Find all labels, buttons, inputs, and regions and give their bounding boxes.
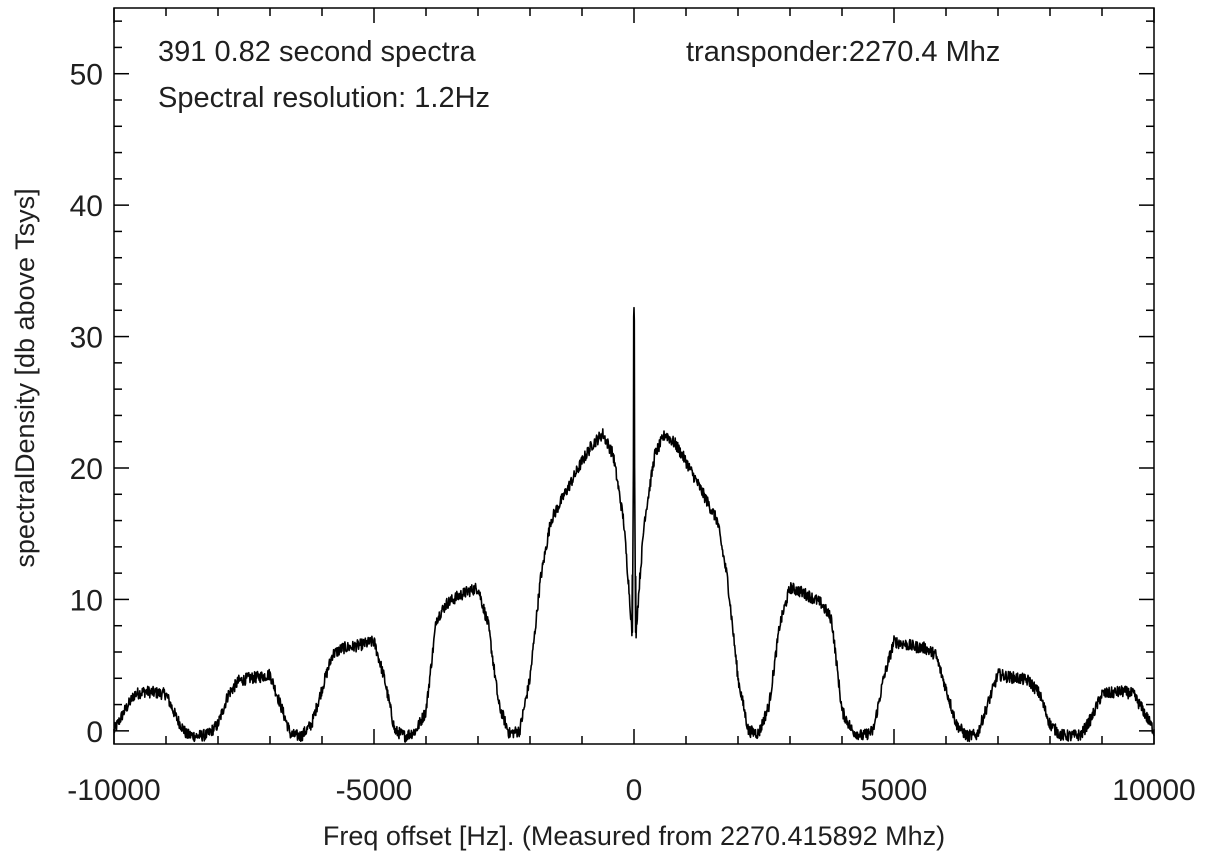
y-axis-label: spectralDensity [db above Tsys] [10,188,40,567]
x-axis-label: Freq offset [Hz]. (Measured from 2270.41… [323,821,945,851]
x-tick-label: -5000 [336,774,413,807]
y-tick-label: 10 [70,584,103,617]
annotation-spectra: 391 0.82 second spectra [158,36,476,68]
y-tick-label: 0 [86,716,103,749]
x-tick-label: -10000 [67,774,160,807]
y-tick-label: 20 [70,453,103,486]
x-tick-label: 0 [626,774,643,807]
x-tick-label: 10000 [1112,774,1195,807]
tick-labels: -10000 -5000 0 5000 10000 0 10 20 30 40 50 [67,59,1195,807]
y-tick-label: 50 [70,59,103,92]
axis-ticks [113,8,1155,744]
annotation-resolution: Spectral resolution: 1.2Hz [158,82,490,114]
y-tick-label: 30 [70,322,103,355]
annotation-transponder: transponder:2270.4 Mhz [686,36,1000,68]
x-tick-label: 5000 [861,774,928,807]
y-tick-label: 40 [70,190,103,223]
spectrum-line [113,306,1155,743]
